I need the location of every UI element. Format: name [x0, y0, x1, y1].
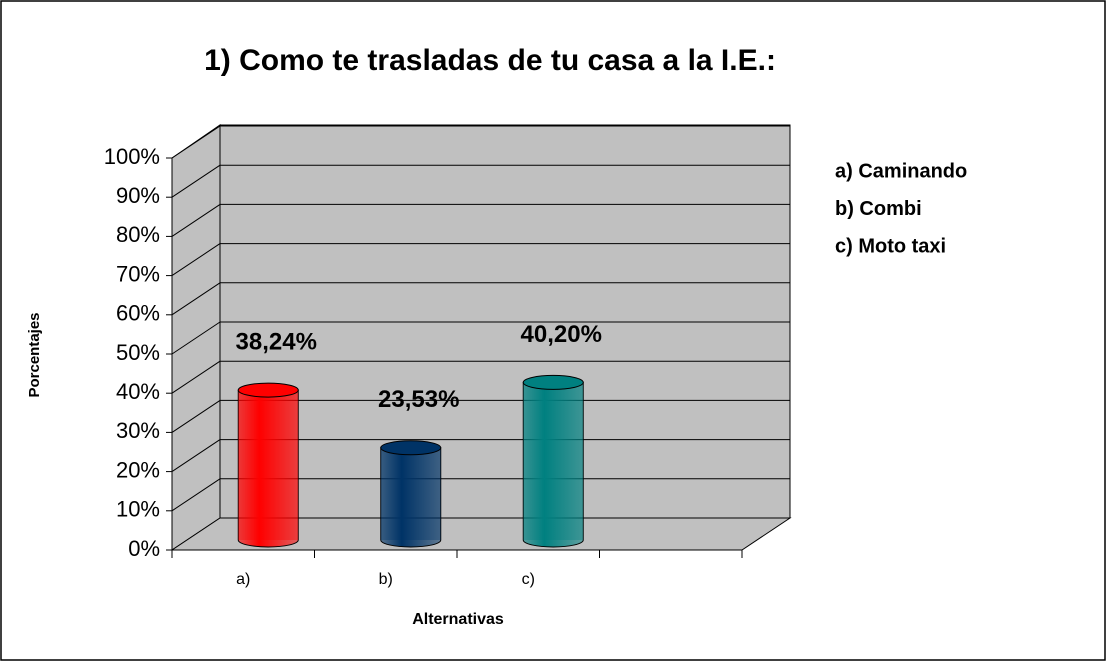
y-tick-label: 50% — [116, 340, 160, 365]
bar-top — [380, 440, 442, 456]
value-label: 23,53% — [378, 386, 459, 413]
x-tick-label: c) — [522, 571, 535, 588]
bar-top — [522, 374, 584, 390]
value-label: 38,24% — [236, 328, 317, 355]
y-tick-label: 40% — [116, 379, 160, 404]
bar-shade — [523, 382, 584, 540]
grid-line — [171, 203, 221, 237]
grid-line — [171, 282, 221, 316]
grid-line — [171, 399, 221, 433]
x-tick-label: b) — [379, 571, 393, 588]
y-tick-label: 60% — [116, 301, 160, 326]
grid-line — [171, 439, 221, 473]
y-tick-label: 100% — [104, 144, 160, 169]
x-tick-label: a) — [236, 571, 250, 588]
y-tick-label: 90% — [116, 183, 160, 208]
y-axis-label: Porcentajes — [26, 312, 43, 397]
y-tick-label: 70% — [116, 261, 160, 286]
bar-shade — [380, 447, 441, 540]
grid-line — [171, 321, 221, 355]
legend-entry: a) Caminando — [835, 160, 967, 182]
grid-line — [171, 164, 221, 198]
grid-line — [171, 243, 221, 277]
bar — [522, 381, 584, 548]
grid-line — [171, 360, 221, 394]
bar — [237, 389, 299, 548]
legend-entry: c) Moto taxi — [835, 235, 946, 257]
grid-line — [171, 478, 221, 512]
y-tick-label: 80% — [116, 222, 160, 247]
bar-shade — [238, 390, 299, 540]
chart-title: 1) Como te trasladas de tu casa a la I.E… — [204, 44, 776, 77]
y-tick-label: 30% — [116, 418, 160, 443]
y-tick-label: 10% — [116, 497, 160, 522]
bar — [380, 447, 442, 548]
y-tick-label: 20% — [116, 457, 160, 482]
value-label: 40,20% — [521, 321, 602, 348]
y-tick-label: 0% — [128, 536, 160, 561]
grid-line — [171, 125, 221, 159]
bar-top — [237, 382, 299, 398]
x-axis-label: Alternativas — [412, 611, 504, 628]
legend-entry: b) Combi — [835, 198, 922, 220]
